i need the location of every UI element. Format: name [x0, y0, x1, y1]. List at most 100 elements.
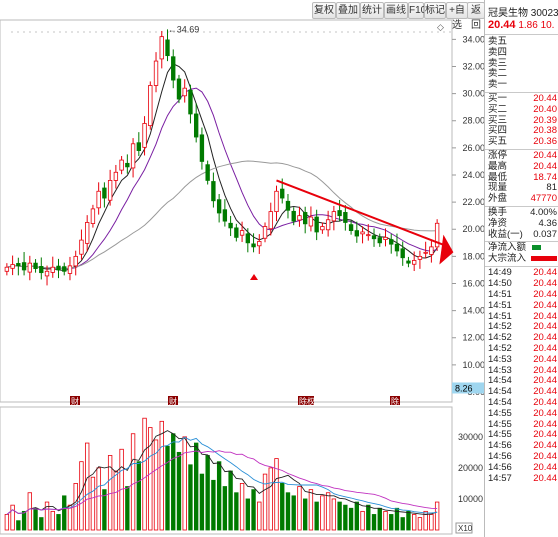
grid-dot — [215, 31, 217, 33]
grid-dot — [437, 31, 439, 33]
tick-row: 14:50 20.44 — [485, 279, 558, 289]
grid-dot — [143, 31, 145, 33]
tick-row: 14:52 20.44 — [485, 322, 558, 332]
quote-line: 20.44 1.86 10. — [488, 19, 554, 31]
candle-body — [44, 270, 50, 277]
ask-row: 卖一 — [485, 80, 558, 90]
row-value: 20.44 — [533, 375, 557, 387]
candle-body — [366, 234, 371, 237]
ask-row: 卖三 — [485, 57, 558, 69]
candle-body — [291, 210, 296, 222]
candle-body — [280, 188, 285, 199]
grid-dot — [107, 31, 109, 33]
candle-body — [268, 211, 273, 230]
last-price: 20.44 — [488, 19, 516, 31]
row-value: 20.44 — [533, 93, 557, 104]
candle-body — [434, 222, 440, 248]
candle-body — [113, 171, 119, 181]
f10-button[interactable]: F10 — [408, 2, 426, 19]
tick-row: 14:55 20.44 — [485, 430, 558, 440]
volume-bar — [21, 510, 27, 531]
tick-row: 14:52 20.44 — [485, 344, 558, 354]
tick-row: 14:55 20.44 — [485, 407, 558, 419]
candle-body — [308, 216, 314, 227]
grid-dot — [131, 31, 133, 33]
ask-label: 卖三 — [488, 57, 508, 69]
mark-button[interactable]: 标记 — [424, 2, 446, 19]
grid-dot — [89, 31, 91, 33]
grid-dot — [257, 31, 259, 33]
divider — [485, 206, 558, 207]
candle-body — [383, 236, 388, 240]
row-value: 20.44 — [533, 321, 557, 333]
stat-row: 外盘 47770 — [485, 194, 558, 204]
volume-bar — [360, 510, 365, 531]
row-value: 20.44 — [533, 407, 557, 419]
kline-chart[interactable]: 34.00 32.00 30.00 28.00 26.00 24.00 22.00 20.00… — [0, 0, 484, 537]
tick-time: 14:57 — [488, 472, 512, 484]
volume-bar — [239, 483, 245, 531]
price-tick-label: 14.00 — [462, 306, 484, 316]
grid-dot — [239, 31, 241, 33]
flow-label: 净流入额 — [488, 242, 527, 254]
candle-body — [56, 265, 61, 271]
stats-button[interactable]: 统计 — [360, 2, 384, 19]
row-value: 20.44 — [533, 160, 557, 172]
flow-row: 大宗流入 — [485, 254, 558, 264]
candle-body — [142, 123, 147, 148]
grid-dot — [413, 31, 415, 33]
grid-dot — [317, 31, 319, 33]
stat-row: 收益(一) 0.037 — [485, 228, 558, 240]
candle-body — [107, 180, 113, 201]
event-marker-label: 除 — [391, 396, 399, 406]
volume-bar — [257, 501, 262, 531]
stat-label: 收益(一) — [488, 228, 523, 240]
fuquan-button[interactable]: 复权 — [312, 2, 336, 19]
volume-bar — [136, 461, 141, 531]
candle-body — [394, 243, 400, 252]
row-value: 47770 — [530, 193, 557, 205]
volume-bar — [429, 514, 434, 531]
grid-dot — [23, 31, 25, 33]
candle-body — [176, 78, 182, 100]
grid-dot — [263, 31, 265, 33]
stat-label: 外盘 — [488, 193, 508, 205]
volume-bar — [216, 461, 222, 531]
draw-line-button[interactable]: 画线 — [384, 2, 408, 19]
row-value: 20.44 — [533, 364, 557, 376]
tick-time: 14:54 — [488, 397, 512, 408]
ask-label: 卖二 — [488, 68, 508, 80]
price-tick-label: 28.00 — [462, 116, 484, 126]
volume-bar — [400, 517, 405, 531]
ask-row: 卖二 — [485, 69, 558, 79]
candle-body — [297, 215, 302, 221]
overlay-button[interactable]: 叠加 — [336, 2, 360, 19]
ask-label: 卖五 — [488, 36, 508, 47]
volume-bar — [113, 470, 119, 531]
volume-unit-label: X10 — [458, 524, 473, 533]
row-value: 20.44 — [533, 150, 557, 161]
stat-row: 最低 18.74 — [485, 172, 558, 183]
candle-body — [400, 248, 405, 259]
volume-bar — [234, 492, 239, 531]
grid-dot — [401, 31, 403, 33]
tick-row: 14:53 20.44 — [485, 354, 558, 365]
row-value: 20.44 — [533, 289, 557, 300]
stat-label: 净资 — [488, 217, 508, 229]
row-value: 81 — [546, 182, 557, 194]
back-button[interactable]: 返回 — [467, 2, 485, 31]
row-value: 0.037 — [533, 228, 557, 240]
volume-bar — [297, 486, 302, 531]
add-watchlist-button[interactable]: +自选 — [446, 2, 468, 31]
grid-dot — [101, 31, 103, 33]
bid-row: 买二 20.40 — [485, 104, 558, 115]
volume-ma20-line — [6, 450, 438, 515]
grid-dot — [119, 31, 121, 33]
row-value: 20.44 — [533, 472, 557, 484]
volume-bar — [314, 501, 319, 531]
bid-label: 买一 — [488, 93, 508, 104]
row-value: 20.44 — [533, 397, 557, 408]
row-value: 20.44 — [533, 278, 557, 290]
row-value: 20.38 — [533, 125, 557, 137]
grid-dot — [335, 31, 337, 33]
